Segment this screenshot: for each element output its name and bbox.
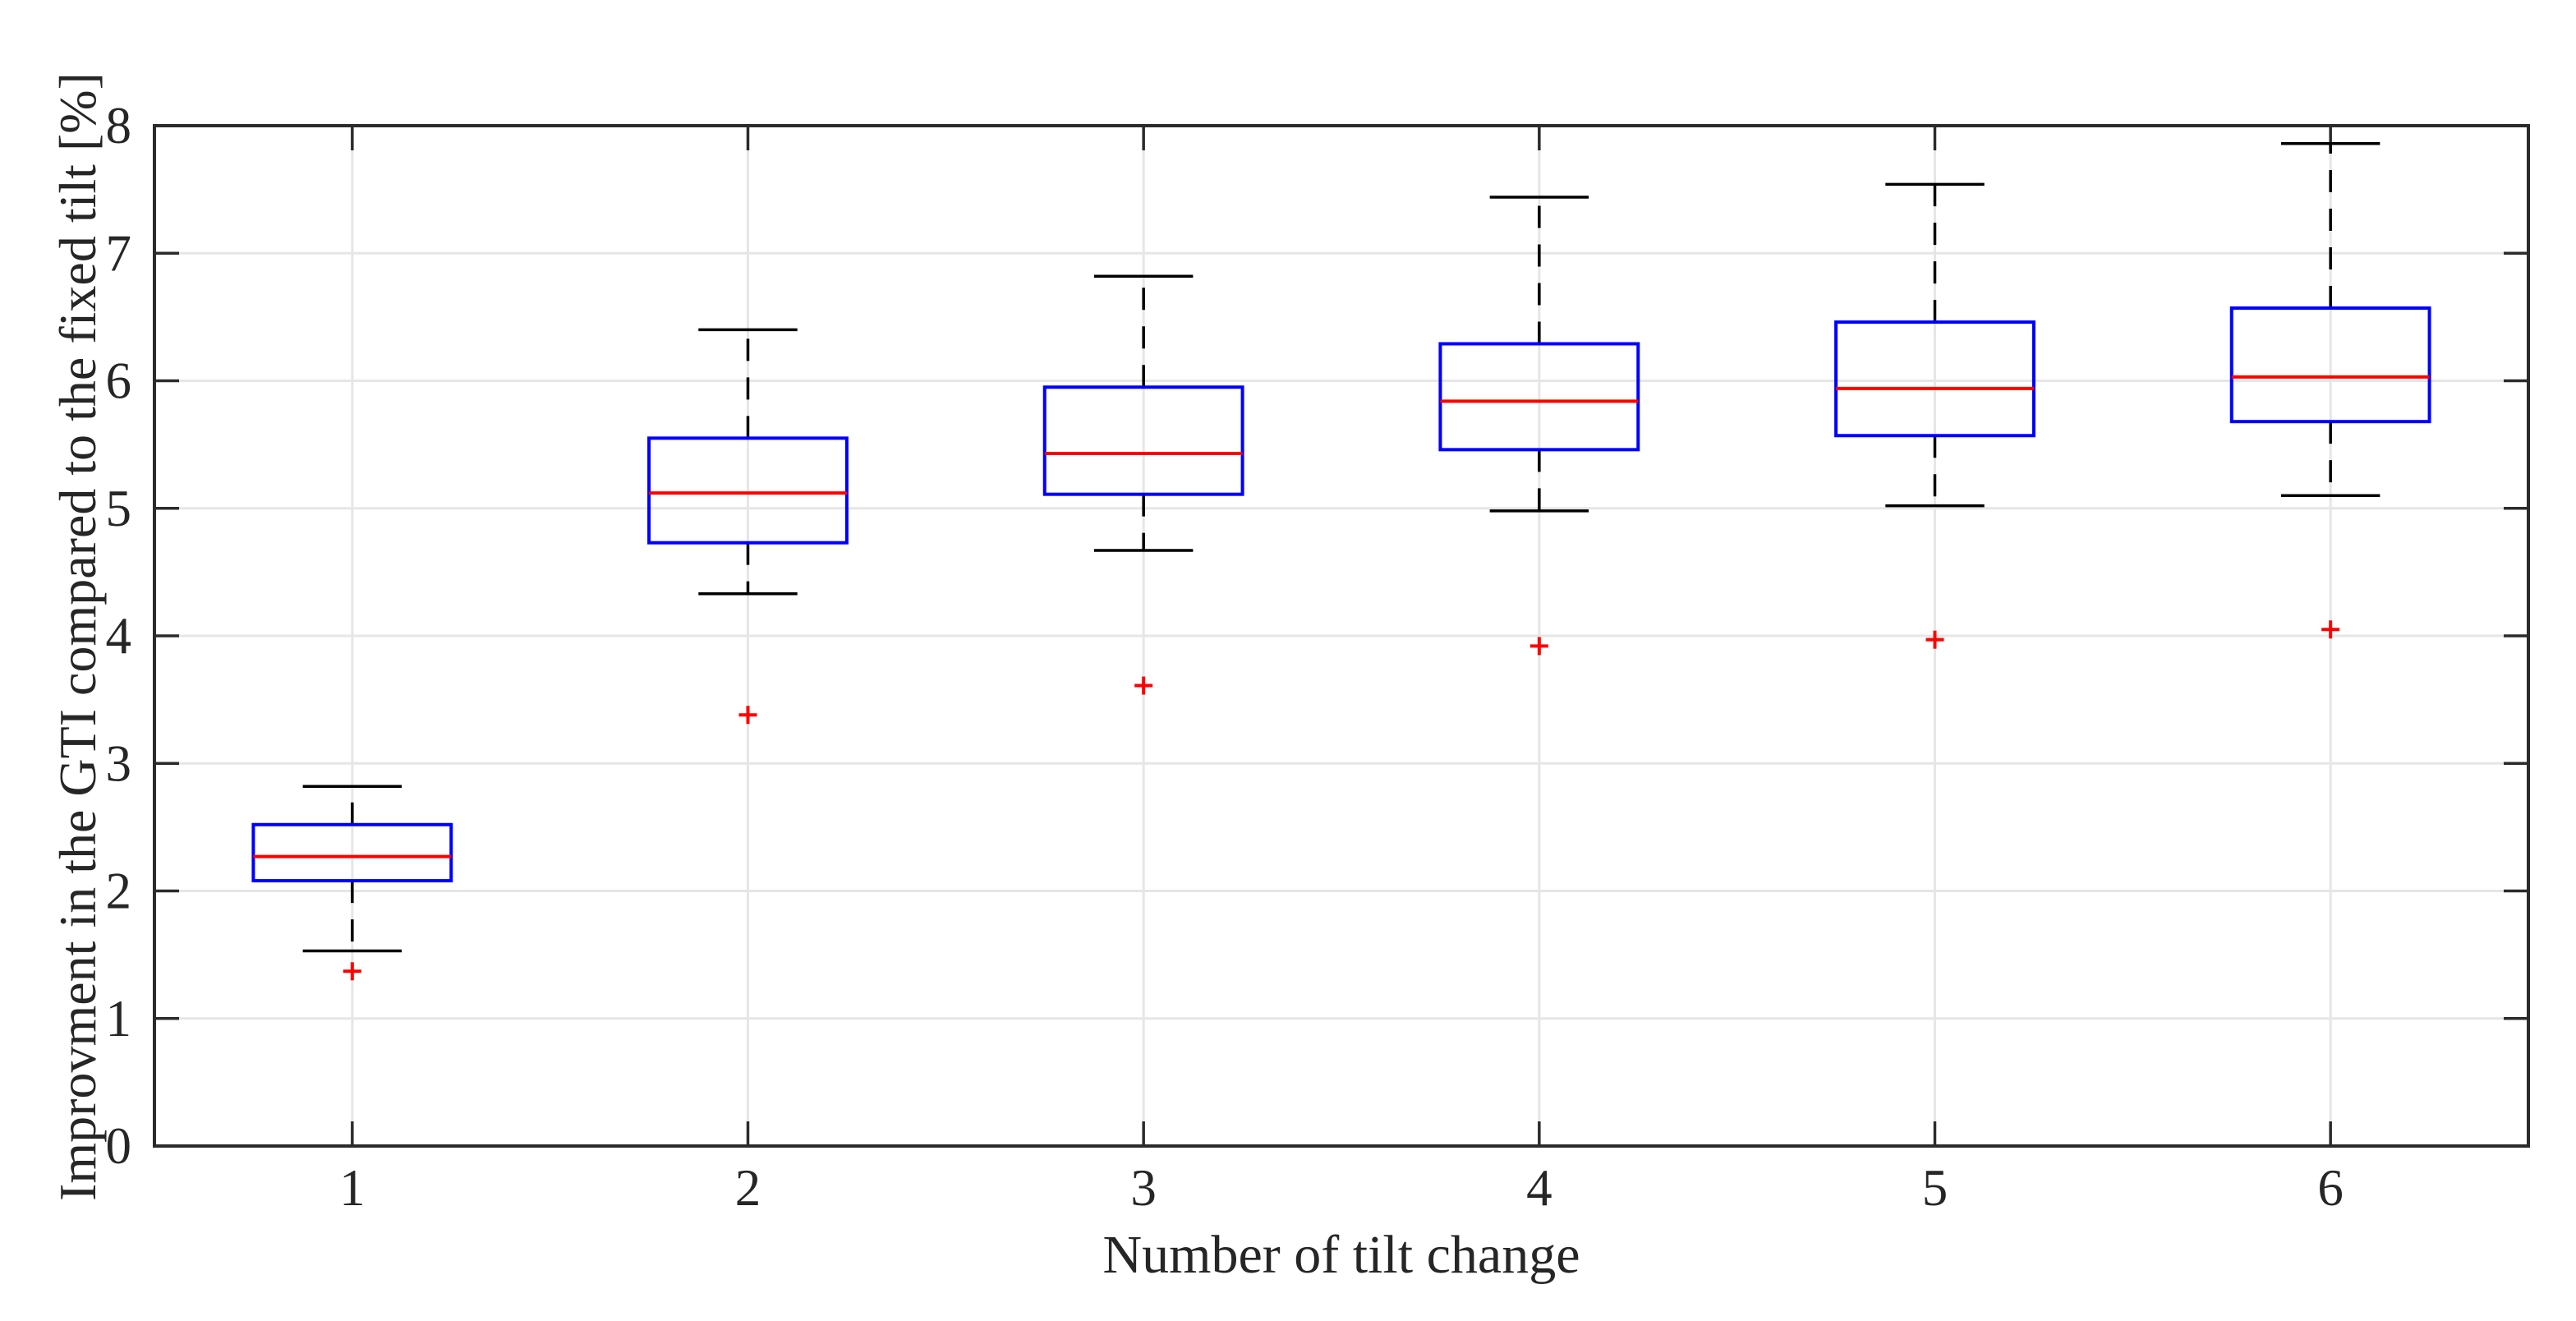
box-rect xyxy=(1834,320,2036,438)
box-rect xyxy=(1042,385,1244,496)
y-tick-label: 4 xyxy=(106,607,132,665)
box-group-4 xyxy=(1438,196,1640,656)
tick-labels: 0 1 2 3 4 5 6 7 8 1 2 3 4 5 6 xyxy=(106,97,2344,1217)
box-rect xyxy=(647,436,849,545)
y-tick-label: 8 xyxy=(106,97,132,154)
x-tick-label: 6 xyxy=(2317,1159,2344,1217)
y-tick-label: 3 xyxy=(106,734,132,792)
outlier-marker xyxy=(1925,630,1944,649)
y-axis-label: Improvment in the GTI compared to the fi… xyxy=(48,72,107,1201)
outlier-marker xyxy=(343,962,361,981)
y-tick-label: 2 xyxy=(106,863,132,920)
box-group-5 xyxy=(1834,182,2036,649)
box-rect xyxy=(251,822,453,883)
box-group-2 xyxy=(647,328,849,725)
x-tick-label: 4 xyxy=(1526,1159,1552,1217)
y-tick-label: 1 xyxy=(106,990,132,1047)
x-tick-label: 1 xyxy=(339,1159,366,1217)
box-rect xyxy=(1438,342,1640,452)
grid-lines xyxy=(154,126,2528,1146)
x-axis-label: Number of tilt change xyxy=(1102,1225,1580,1285)
box-group-1 xyxy=(251,785,453,981)
box-rect xyxy=(2229,306,2431,424)
box-group-6 xyxy=(2229,141,2431,639)
x-tick-label: 2 xyxy=(735,1159,761,1217)
outlier-marker xyxy=(2321,620,2340,639)
box-group-3 xyxy=(1042,274,1244,695)
outlier-marker xyxy=(738,706,757,725)
y-tick-label: 5 xyxy=(106,480,132,537)
tick-marks xyxy=(154,124,2528,1148)
y-tick-label: 6 xyxy=(106,352,132,410)
x-tick-label: 5 xyxy=(1922,1159,1948,1217)
outlier-marker xyxy=(1134,676,1153,695)
y-tick-label: 7 xyxy=(106,224,132,282)
y-tick-label: 0 xyxy=(106,1117,132,1175)
outlier-marker xyxy=(1530,637,1548,656)
x-tick-label: 3 xyxy=(1130,1159,1157,1217)
